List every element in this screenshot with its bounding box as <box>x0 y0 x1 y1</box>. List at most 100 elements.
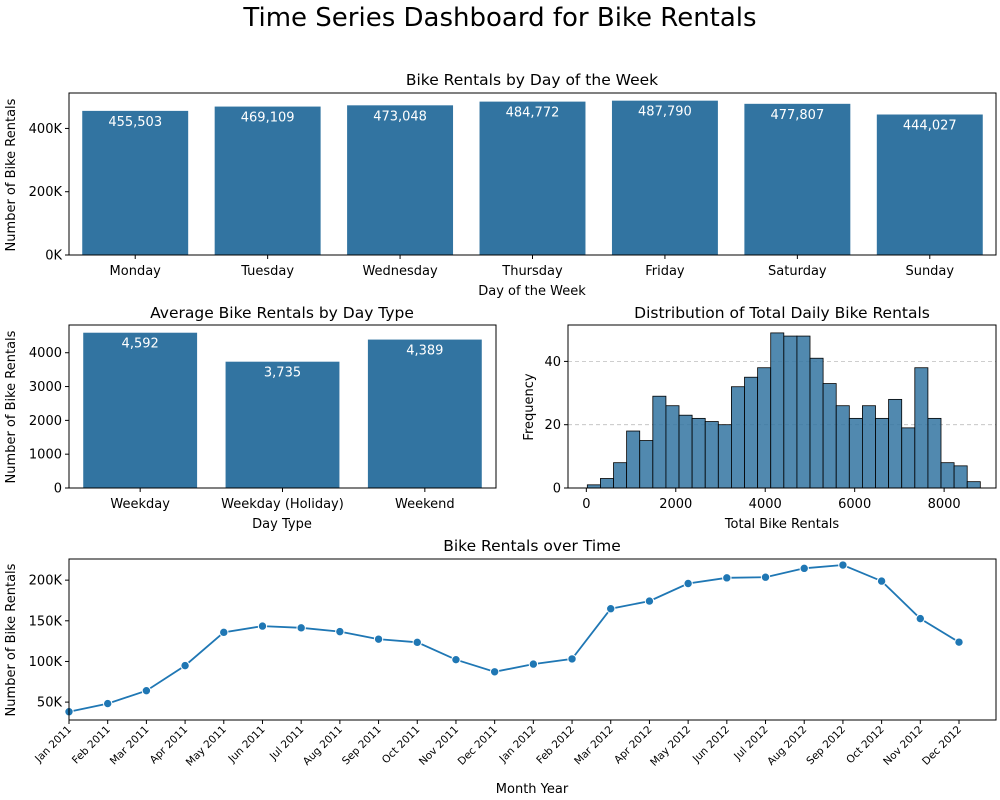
y-tick-label: 40 <box>544 355 561 370</box>
data-label: 473,048 <box>373 109 427 124</box>
y-tick-label: 20 <box>544 418 561 433</box>
histogram-bar <box>691 417 706 489</box>
x-tick-label: Tuesday <box>240 264 294 279</box>
axes-frame <box>68 92 997 256</box>
x-tick-label: 4000 <box>749 497 782 512</box>
x-tick-label: 8000 <box>928 497 961 512</box>
axes-frame <box>68 324 497 489</box>
histogram-bar <box>966 481 981 489</box>
histogram-bar <box>953 465 968 489</box>
x-tick-label: Saturday <box>768 264 827 279</box>
histogram-bar <box>600 478 614 489</box>
histogram-bar <box>770 332 785 489</box>
x-tick-label: Weekday <box>110 497 170 512</box>
x-tick-label: Weekend <box>395 497 455 512</box>
histogram-bar <box>744 376 759 489</box>
y-axis-label: Number of Bike Rentals <box>4 563 19 716</box>
x-tick-label: Mar 2011 <box>108 724 152 768</box>
data-point <box>451 654 461 665</box>
histogram-bar <box>613 462 628 489</box>
x-tick-label: Thursday <box>501 264 563 279</box>
y-tick-label: 200K <box>29 185 63 200</box>
x-tick-label: Monday <box>110 264 162 279</box>
bar <box>347 105 454 256</box>
x-tick-label: Jul 2011 <box>267 724 306 763</box>
y-tick-label: 0 <box>553 482 561 497</box>
bar <box>876 114 983 255</box>
bar <box>611 100 718 256</box>
data-point <box>257 621 268 631</box>
histogram-bar <box>848 417 863 489</box>
data-point <box>102 698 113 709</box>
data-point <box>489 667 500 677</box>
data-label: 477,807 <box>770 108 824 123</box>
x-tick-label: Sep 2012 <box>804 724 848 768</box>
histogram-bar <box>717 424 732 489</box>
x-tick-label: Dec 2012 <box>920 724 964 768</box>
data-label: 455,503 <box>108 115 162 130</box>
data-label: 484,772 <box>506 106 560 121</box>
y-tick-label: 100K <box>29 655 63 670</box>
data-point <box>412 637 422 648</box>
y-tick-label: 1000 <box>29 448 62 463</box>
histogram-bar <box>796 335 811 489</box>
x-tick-label: Weekday (Holiday) <box>221 497 344 512</box>
x-tick-label: Wednesday <box>362 264 438 279</box>
data-label: 444,027 <box>903 119 957 134</box>
data-point <box>606 604 616 614</box>
histogram-bar <box>639 440 654 489</box>
histogram-bar <box>731 386 745 489</box>
histogram-bar <box>888 398 903 489</box>
histogram-bar <box>875 417 890 489</box>
bar <box>479 101 586 255</box>
x-tick-label: Aug 2012 <box>765 724 809 768</box>
histogram-bar <box>927 417 942 489</box>
y-tick-label: 200K <box>29 574 63 589</box>
data-point <box>876 576 887 586</box>
data-point <box>760 572 771 582</box>
chart-title: Distribution of Total Daily Bike Rentals <box>634 304 930 322</box>
data-point <box>567 654 577 664</box>
y-tick-label: 0K <box>45 249 62 264</box>
histogram-bar <box>940 462 955 489</box>
x-tick-label: Friday <box>645 264 685 279</box>
x-tick-label: Sep 2011 <box>340 724 384 768</box>
x-axis-label: Total Bike Rentals <box>724 517 840 532</box>
bar <box>225 361 340 488</box>
data-point <box>799 563 809 574</box>
bar <box>744 103 851 255</box>
x-tick-label: Jul 2012 <box>731 724 770 763</box>
y-tick-label: 150K <box>29 614 63 629</box>
axes-frame <box>567 324 997 489</box>
x-tick-label: Feb 2012 <box>534 724 577 767</box>
histogram-bar <box>822 383 837 489</box>
x-tick-label: Nov 2012 <box>881 724 925 768</box>
y-tick-label: 4000 <box>29 346 62 361</box>
bar <box>214 106 321 255</box>
histogram-bar <box>835 405 850 489</box>
x-tick-label: Sunday <box>905 264 954 279</box>
data-point <box>838 560 848 570</box>
data-point <box>683 578 693 589</box>
x-tick-label: Nov 2011 <box>417 724 461 768</box>
x-tick-label: Jun 2011 <box>226 724 268 766</box>
x-tick-label: May 2012 <box>648 724 693 769</box>
chart-over-time: Bike Rentals over Time Month Year Number… <box>4 537 997 797</box>
y-axis-label: Frequency <box>522 373 537 440</box>
histogram-bar <box>809 357 824 489</box>
bar <box>367 339 482 488</box>
histogram-bar <box>665 405 680 489</box>
y-tick-label: 400K <box>29 122 63 137</box>
histogram-bar <box>901 427 916 489</box>
data-point <box>335 626 345 637</box>
y-axis-label: Number of Bike Rentals <box>4 330 19 483</box>
histogram-bar <box>757 367 772 489</box>
y-axis-label: Number of Bike Rentals <box>4 98 19 251</box>
data-point <box>528 659 539 669</box>
axes-frame <box>68 558 997 721</box>
data-point <box>141 685 152 696</box>
bar <box>82 110 189 255</box>
x-tick-label: Dec 2011 <box>456 724 500 768</box>
chart-title: Bike Rentals over Time <box>443 537 621 555</box>
